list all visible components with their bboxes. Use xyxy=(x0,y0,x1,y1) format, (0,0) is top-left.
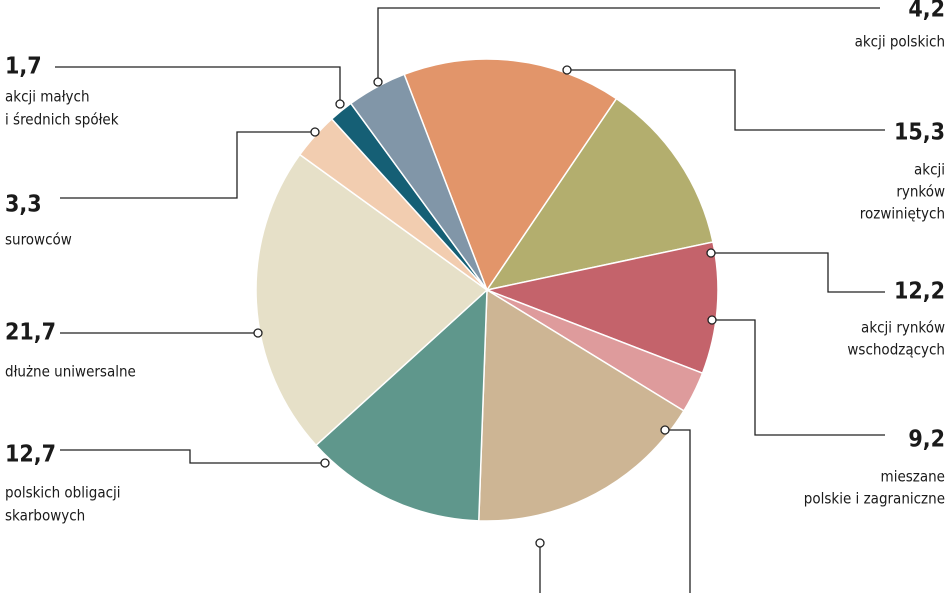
category-label: rozwiniętych xyxy=(860,205,945,223)
category-label: skarbowych xyxy=(5,507,85,525)
value-label: 12,2 xyxy=(894,279,945,305)
leader-line xyxy=(377,7,880,82)
pie-slice xyxy=(478,288,685,522)
leader-line xyxy=(55,66,341,104)
leader-dot xyxy=(335,99,345,109)
category-label: akcji małych xyxy=(5,88,90,106)
leader-dot xyxy=(373,77,383,87)
leader-line xyxy=(665,429,691,593)
category-label: rynków xyxy=(896,183,945,201)
category-label: i średnich spółek xyxy=(5,111,119,129)
value-label: 12,7 xyxy=(5,442,56,468)
value-label: 4,2 xyxy=(908,0,945,23)
leader-line xyxy=(567,69,885,131)
category-label: wschodzących xyxy=(847,341,945,359)
leader-line xyxy=(60,131,315,199)
value-label: 16,8 xyxy=(5,591,56,593)
pie-slice xyxy=(314,288,488,522)
leader-dot xyxy=(706,248,716,258)
value-label: 21,7 xyxy=(5,320,56,346)
leader-dot xyxy=(660,425,670,435)
pie-slice xyxy=(485,97,714,292)
value-label: 3,3 xyxy=(5,192,42,218)
leader-dot xyxy=(707,315,717,325)
leader-dot xyxy=(535,538,545,548)
category-label: akcji polskich xyxy=(855,33,945,51)
category-label: dłużne uniwersalne xyxy=(5,363,136,381)
pie-slice xyxy=(255,153,489,447)
category-label: mieszane xyxy=(881,468,945,486)
leader-dot xyxy=(310,127,320,137)
pie-slice xyxy=(349,73,488,291)
pie-slice xyxy=(403,58,618,292)
category-label: akcji rynków xyxy=(861,319,945,337)
leader-dot xyxy=(562,65,572,75)
pie-slice xyxy=(484,241,719,375)
value-label: 1,7 xyxy=(5,54,42,80)
leader-dot xyxy=(253,328,263,338)
category-label: surowców xyxy=(5,231,72,249)
leader-line xyxy=(711,252,885,293)
value-label: 9,2 xyxy=(908,427,945,453)
leader-dot xyxy=(320,458,330,468)
leader-line xyxy=(60,449,325,464)
category-label: polskie i zagraniczne xyxy=(804,490,945,508)
category-label: akcji xyxy=(914,161,945,179)
category-label: polskich obligacji xyxy=(5,484,121,502)
value-label: 15,3 xyxy=(894,120,945,146)
leader-line xyxy=(712,319,885,436)
